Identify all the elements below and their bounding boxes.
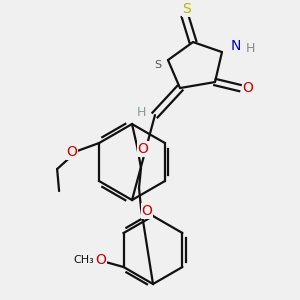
Text: H: H	[245, 42, 255, 55]
Text: CH₃: CH₃	[73, 255, 94, 265]
Text: H: H	[136, 106, 146, 118]
Text: O: O	[142, 204, 152, 218]
Text: O: O	[242, 81, 253, 95]
Text: O: O	[138, 142, 148, 156]
Text: O: O	[67, 145, 77, 159]
Text: O: O	[95, 253, 106, 267]
Text: S: S	[154, 60, 162, 70]
Text: N: N	[231, 39, 241, 53]
Text: S: S	[183, 2, 191, 16]
